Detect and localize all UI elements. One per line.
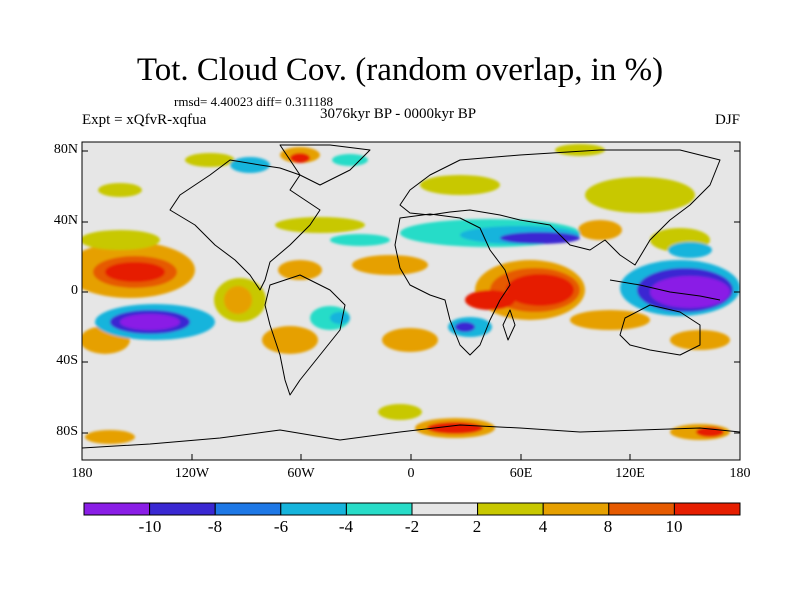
x-axis-ticks: [81, 454, 741, 460]
x-tick-label: 120E: [615, 466, 645, 481]
colorbar-tick-label: -2: [404, 517, 420, 536]
x-tick-label: 60W: [287, 466, 315, 481]
colorbar: [83, 502, 741, 516]
x-tick-label: 60E: [509, 466, 533, 481]
eurasia-coast: [399, 149, 721, 266]
colorbar-tick-label: 10: [665, 517, 683, 536]
australia-coast: [619, 304, 701, 356]
greenland-coast: [279, 144, 371, 186]
colorbar-tick-label: 2: [472, 517, 482, 536]
y-tick-label: 40S: [56, 353, 78, 368]
colorbar-box: [214, 502, 282, 516]
coastlines: [82, 144, 740, 449]
colorbar-tick-label: 8: [603, 517, 613, 536]
colorbar-tick-label: -4: [338, 517, 354, 536]
colorbar-box: [542, 502, 610, 516]
y-tick-label: 80S: [56, 424, 78, 439]
chart-title: Tot. Cloud Cov. (random overlap, in %): [136, 52, 664, 88]
madagascar-coast: [502, 309, 516, 341]
colorbar-tick-label: 4: [538, 517, 548, 536]
y-tick-label: 40N: [53, 213, 78, 228]
colorbar-box: [280, 502, 347, 516]
period-text: 3076kyr BP - 0000kyr BP: [320, 106, 477, 122]
x-tick-label: 120W: [174, 466, 210, 481]
anomaly-field: [82, 144, 740, 444]
y-tick-label: 0: [71, 283, 78, 298]
experiment-text: Expt = xQfvR-xqfua: [82, 112, 207, 128]
south-america-coast: [264, 274, 346, 396]
colorbar-box: [477, 502, 544, 516]
stats-text: rmsd= 4.40023 diff= 0.311188: [174, 94, 333, 109]
x-tick-label: 180: [71, 466, 93, 481]
africa-coast: [394, 213, 511, 356]
colorbar-box: [673, 502, 741, 516]
colorbar-box: [83, 502, 151, 516]
season-text: DJF: [714, 112, 740, 128]
colorbar-box: [608, 502, 675, 516]
y-tick-label: 80N: [53, 142, 78, 157]
colorbar-box: [345, 502, 413, 516]
antarctica-coast: [82, 424, 740, 449]
colorbar-tick-label: -6: [273, 517, 289, 536]
colorbar-tick-label: -10: [138, 517, 162, 536]
maritime-asia-coast: [609, 279, 721, 301]
y-axis-ticks: [82, 150, 740, 434]
x-tick-label: 0: [407, 466, 415, 481]
colorbar-tick-label: -8: [207, 517, 223, 536]
x-tick-label: 180: [729, 466, 751, 481]
north-america-coast: [169, 159, 321, 291]
colorbar-box: [149, 502, 216, 516]
colorbar-box: [411, 502, 479, 516]
